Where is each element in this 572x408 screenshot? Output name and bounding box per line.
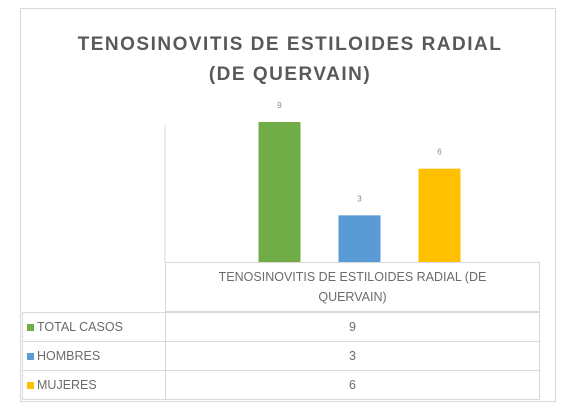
legend-key: [27, 352, 34, 360]
bar: [338, 215, 381, 262]
legend-entry: TOTAL CASOS: [22, 312, 166, 342]
category-header: TENOSINOVITIS DE ESTILOIDES RADIAL (DE Q…: [165, 262, 540, 312]
legend-label: HOMBRES: [37, 349, 101, 363]
legend-label: MUJERES: [37, 378, 97, 392]
bar: [418, 168, 461, 262]
data-label: 9: [277, 101, 282, 110]
data-label: 3: [357, 194, 362, 203]
legend-entry: MUJERES: [22, 370, 166, 400]
legend-label: TOTAL CASOS: [37, 320, 123, 334]
chart: [20, 8, 556, 402]
data-label: 6: [437, 148, 442, 157]
legend-entry: HOMBRES: [22, 341, 166, 371]
table-value: 9: [165, 312, 540, 342]
legend-key: [27, 381, 34, 389]
table-value: 3: [165, 341, 540, 371]
legend-key: [27, 323, 34, 331]
chart-title: TENOSINOVITIS DE ESTILOIDES RADIAL (DE Q…: [77, 34, 503, 85]
bar: [258, 122, 301, 262]
table-value: 6: [165, 370, 540, 400]
